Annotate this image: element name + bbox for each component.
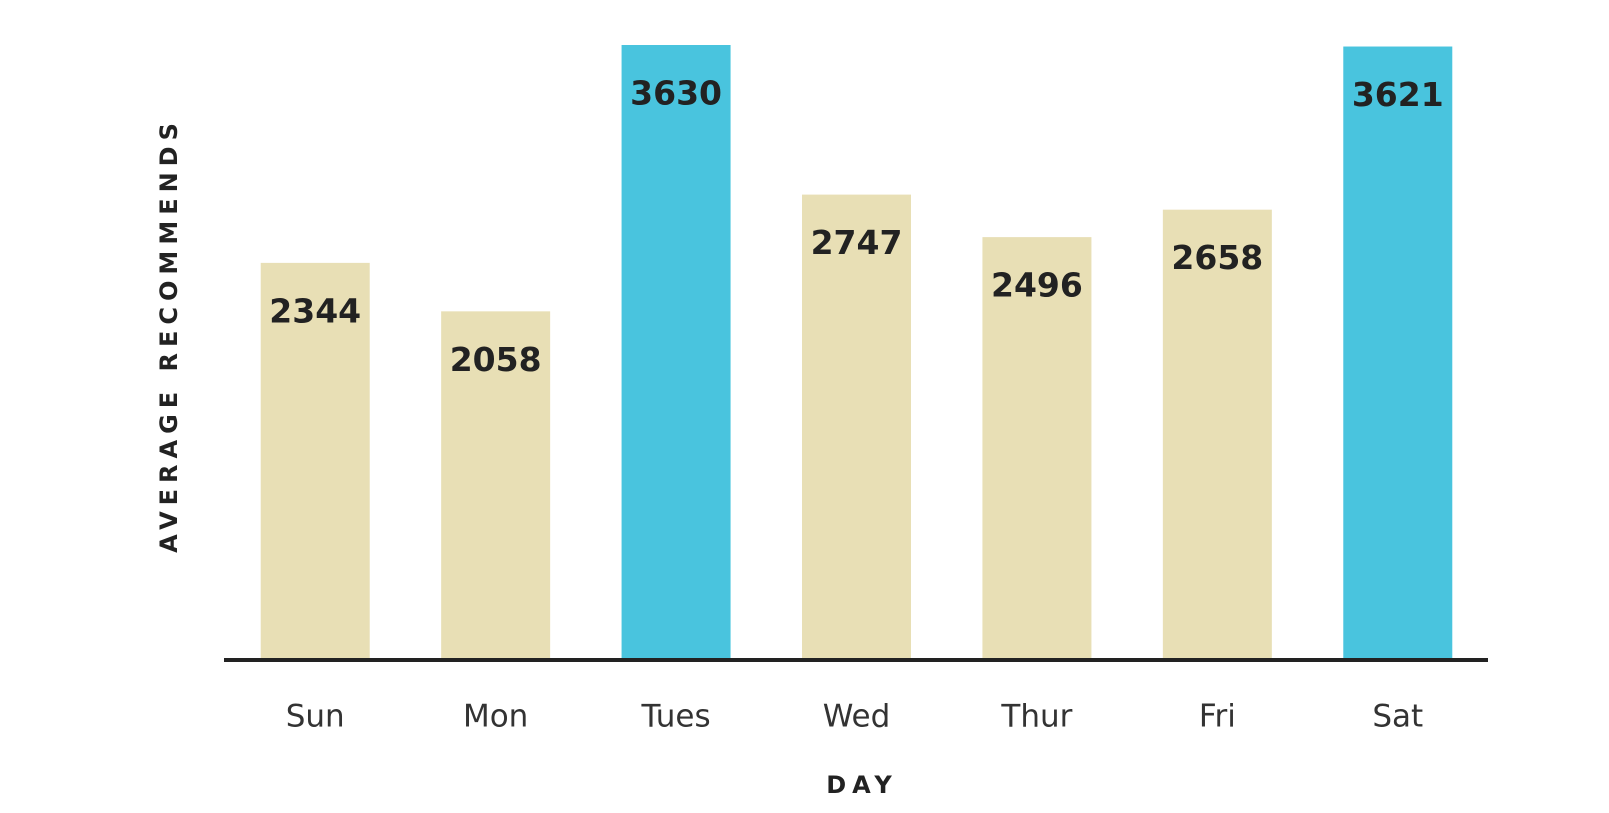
x-tick-label: Sat	[1372, 699, 1423, 735]
value-label: 2747	[811, 223, 903, 262]
value-label: 2344	[269, 291, 361, 330]
value-label: 2058	[450, 340, 542, 379]
x-axis-title: DAY	[826, 771, 898, 799]
value-label: 2496	[991, 266, 1083, 305]
x-tick-label: Fri	[1199, 699, 1236, 735]
x-tick-label: Tues	[641, 699, 711, 735]
bar	[1162, 209, 1272, 661]
value-label: 2658	[1171, 238, 1263, 277]
bar	[441, 311, 551, 660]
bar	[260, 262, 370, 660]
bar	[1343, 46, 1453, 661]
value-label: 3621	[1352, 75, 1444, 114]
x-tick-label: Mon	[463, 699, 528, 735]
x-tick-label: Thur	[1000, 699, 1072, 735]
value-label: 3630	[630, 74, 722, 113]
x-tick-label: Wed	[823, 699, 891, 735]
x-tick-label: Sun	[286, 699, 345, 735]
bar	[621, 45, 731, 660]
y-axis-title: AVERAGE RECOMMENDS	[155, 117, 183, 553]
bar	[802, 194, 911, 660]
bar	[982, 237, 1092, 660]
